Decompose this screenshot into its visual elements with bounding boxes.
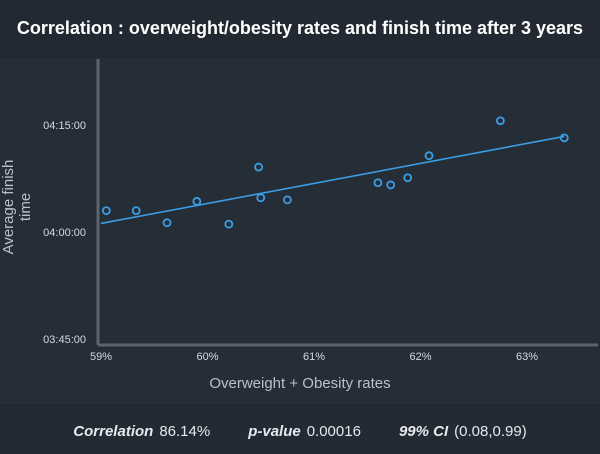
data-point [254, 162, 264, 172]
stats-row: Correlation 86.14% p-value 0.00016 99% CI (0.… [0, 423, 600, 440]
data-point [373, 178, 383, 188]
correlation-value: 86.14% [159, 423, 211, 440]
x-axis-label: Overweight + Obesity rates [209, 375, 391, 392]
x-tick-label: 59% [90, 351, 112, 363]
x-tick-label: 60% [196, 351, 218, 363]
x-tick-label: 62% [409, 351, 431, 363]
ci-label: 99% CI [398, 423, 449, 440]
data-point [192, 196, 202, 206]
data-point [386, 180, 396, 190]
trend-line [100, 135, 565, 225]
chart-title: Correlation : overweight/obesity rates a… [16, 18, 584, 38]
scatter-chart: 03:45:00 04:00:00 04:15:00 59% 60% 61% 62% 63% [43, 59, 598, 363]
ci-value: (0.08,0.99) [454, 423, 527, 440]
y-tick-label: 04:15:00 [43, 120, 86, 132]
data-point [403, 173, 413, 183]
chart-header: Correlation : overweight/obesity rates a… [0, 0, 600, 59]
y-tick-label: 03:45:00 [43, 334, 86, 346]
x-tick-label: 63% [516, 351, 538, 363]
x-tick-label: 61% [303, 351, 325, 363]
data-point [424, 151, 434, 161]
data-point [495, 116, 505, 126]
data-point [224, 219, 234, 229]
pvalue-value: 0.00016 [306, 423, 361, 440]
stats-footer: Correlation 86.14% p-value 0.00016 99% CI (0.… [0, 405, 600, 454]
data-point [131, 206, 141, 216]
pvalue-label: p-value [248, 423, 301, 440]
data-point [559, 133, 569, 143]
data-point [282, 195, 292, 205]
data-point [162, 218, 172, 228]
data-point [256, 193, 266, 203]
correlation-label: Correlation [73, 423, 154, 440]
y-axis-label: Average finish time [0, 159, 34, 255]
y-tick-label: 04:00:00 [43, 227, 86, 239]
data-point [101, 206, 111, 216]
